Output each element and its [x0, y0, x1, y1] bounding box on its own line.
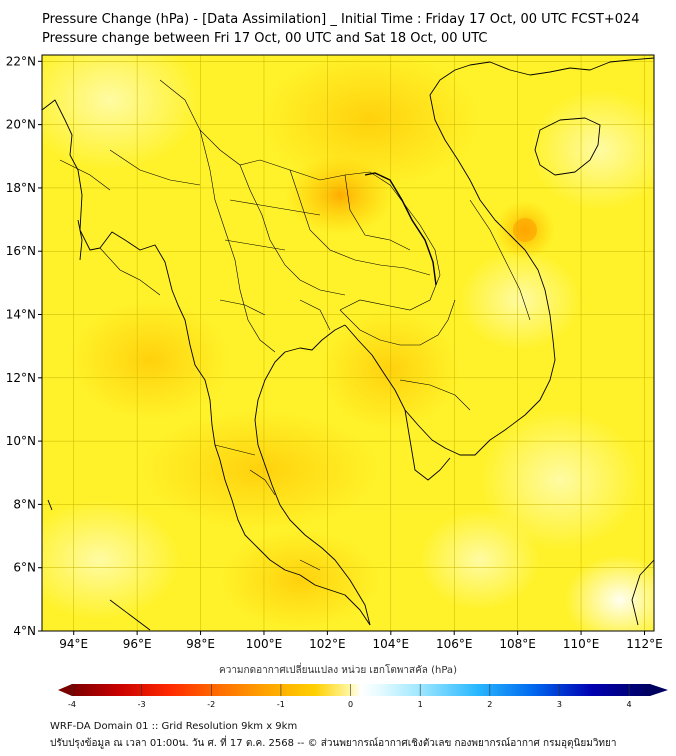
lat-label: 14°N: [6, 308, 36, 322]
lat-label: 6°N: [13, 561, 36, 575]
lat-label: 16°N: [6, 244, 36, 258]
colorbar-tick-label: 3: [557, 700, 562, 709]
lon-label: 100°E: [246, 637, 283, 651]
pressure-field: [42, 55, 654, 631]
lat-label: 10°N: [6, 434, 36, 448]
mekong-border: [364, 172, 437, 286]
colorbar-tick-label: 0: [348, 700, 353, 709]
lat-label: 22°N: [6, 54, 36, 68]
lon-label: 110°E: [563, 637, 600, 651]
colorbar: -4 -3 -2 -1 0 1 2 3 4: [58, 684, 668, 709]
map-subtitle: Pressure change between Fri 17 Oct, 00 U…: [42, 31, 488, 46]
lon-label: 104°E: [373, 637, 410, 651]
graticule: [42, 55, 654, 631]
lat-label: 4°N: [13, 624, 36, 638]
lat-label: 12°N: [6, 371, 36, 385]
colorbar-tick-label: -2: [207, 700, 215, 709]
lon-label: 96°E: [123, 637, 152, 651]
colorbar-tick-label: 2: [487, 700, 492, 709]
admin-borders: [59, 79, 531, 571]
colorbar-max-arrow: [650, 684, 668, 696]
colorbar-tick-label: -3: [138, 700, 146, 709]
coastlines: [42, 57, 654, 631]
colorbar-min-arrow: [58, 684, 72, 696]
colorbar-ticks: -4 -3 -2 -1 0 1 2 3 4: [68, 684, 632, 709]
lon-label: 102°E: [309, 637, 346, 651]
lat-label: 18°N: [6, 181, 36, 195]
footer-credit: ปรับปรุงข้อมูล ณ เวลา 01:00น. วัน ศ. ที่…: [50, 738, 617, 749]
lon-label: 98°E: [186, 637, 215, 651]
longitude-labels: 94°E 96°E 98°E 100°E 102°E 104°E 106°E 108°E 110…: [59, 631, 663, 651]
lon-label: 106°E: [436, 637, 473, 651]
colorbar-tick-label: 4: [627, 700, 632, 709]
lat-label: 20°N: [6, 118, 36, 132]
map-frame: [41, 54, 655, 632]
footer-model-info: WRF-DA Domain 01 :: Grid Resolution 9km …: [50, 721, 298, 732]
colorbar-bar: [72, 684, 650, 696]
map-title: Pressure Change (hPa) - [Data Assimilati…: [42, 12, 640, 27]
latitude-labels: 22°N 20°N 18°N 16°N 14°N 12°N 10°N 8°N 6°N 4°N: [6, 54, 42, 638]
colorbar-tick-label: -1: [277, 700, 285, 709]
lon-label: 112°E: [626, 637, 663, 651]
colorbar-label: ความกดอากาศเปลี่ยนแปลง หน่วย เฮกโตพาสคัล…: [219, 665, 457, 676]
lat-label: 8°N: [13, 497, 36, 511]
colorbar-tick-label: -4: [68, 700, 76, 709]
lon-label: 108°E: [499, 637, 536, 651]
lon-label: 94°E: [59, 637, 88, 651]
colorbar-tick-label: 1: [418, 700, 423, 709]
